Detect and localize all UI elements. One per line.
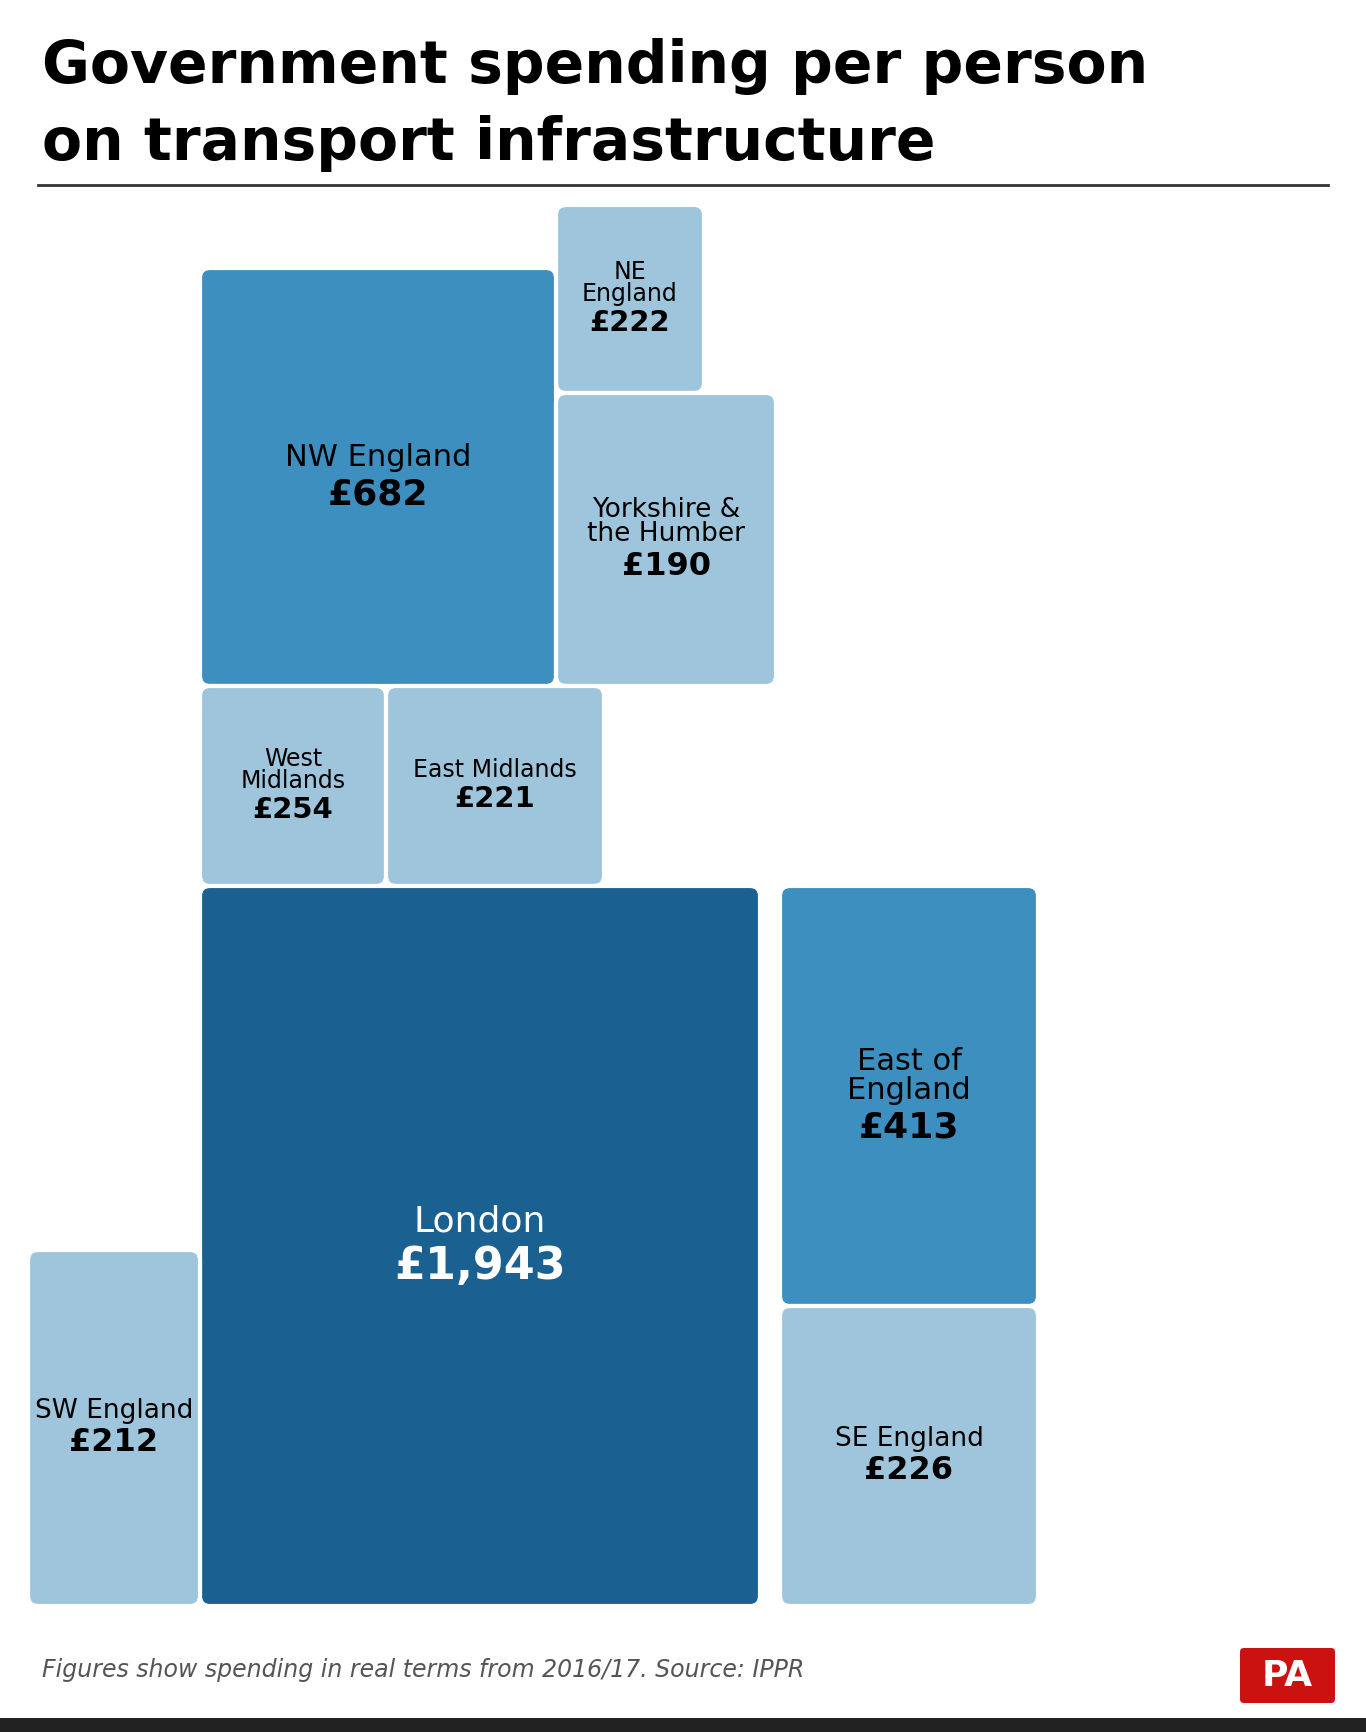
FancyBboxPatch shape bbox=[556, 204, 703, 393]
Text: England: England bbox=[847, 1076, 971, 1105]
Text: PA: PA bbox=[1262, 1659, 1313, 1692]
Text: England: England bbox=[582, 282, 678, 307]
Text: £221: £221 bbox=[455, 785, 535, 812]
Text: Government spending per person: Government spending per person bbox=[42, 38, 1149, 95]
FancyBboxPatch shape bbox=[199, 686, 387, 887]
FancyBboxPatch shape bbox=[556, 393, 776, 686]
Text: £226: £226 bbox=[865, 1455, 953, 1486]
Text: East of: East of bbox=[856, 1048, 962, 1076]
Text: £1,943: £1,943 bbox=[395, 1245, 566, 1289]
FancyBboxPatch shape bbox=[199, 887, 759, 1606]
FancyBboxPatch shape bbox=[387, 686, 604, 887]
Text: £682: £682 bbox=[328, 478, 429, 511]
Text: the Humber: the Humber bbox=[587, 521, 744, 547]
Text: NW England: NW England bbox=[285, 443, 471, 471]
Text: West: West bbox=[264, 746, 322, 771]
Text: East Midlands: East Midlands bbox=[413, 759, 576, 783]
FancyBboxPatch shape bbox=[780, 1306, 1038, 1606]
Text: £212: £212 bbox=[70, 1427, 158, 1458]
Text: NE: NE bbox=[613, 260, 646, 284]
FancyBboxPatch shape bbox=[199, 268, 556, 686]
FancyBboxPatch shape bbox=[27, 1251, 199, 1606]
Text: £222: £222 bbox=[590, 308, 671, 338]
Text: £254: £254 bbox=[253, 797, 333, 824]
Text: Figures show spending in real terms from 2016/17. Source: IPPR: Figures show spending in real terms from… bbox=[42, 1658, 805, 1682]
Text: £413: £413 bbox=[859, 1110, 959, 1145]
Text: Midlands: Midlands bbox=[240, 769, 346, 793]
Text: SE England: SE England bbox=[835, 1425, 984, 1451]
Text: £190: £190 bbox=[622, 551, 710, 582]
Text: SW England: SW England bbox=[34, 1398, 193, 1424]
FancyBboxPatch shape bbox=[780, 887, 1038, 1306]
Text: on transport infrastructure: on transport infrastructure bbox=[42, 114, 936, 171]
FancyBboxPatch shape bbox=[1240, 1649, 1335, 1703]
Text: London: London bbox=[414, 1204, 546, 1238]
Bar bbox=[0, 1718, 1366, 1732]
Text: Yorkshire &: Yorkshire & bbox=[591, 497, 740, 523]
